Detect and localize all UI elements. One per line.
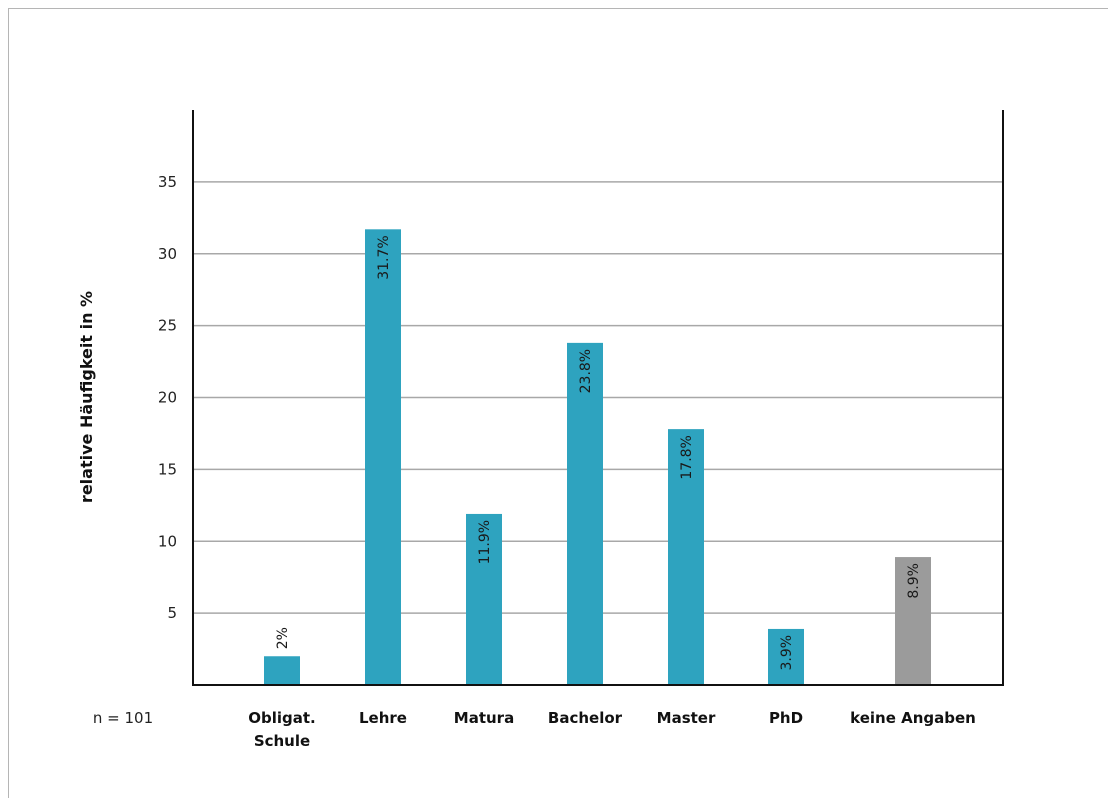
- data-label-4: 17.8%: [679, 435, 695, 479]
- x-tick-label-5: PhD: [769, 709, 803, 727]
- y-tick-label-15: 15: [158, 460, 177, 478]
- bar-5: [768, 628, 804, 685]
- x-tick-label-6: keine Angaben: [850, 709, 976, 727]
- bar-4: [668, 429, 704, 685]
- y-tick-label-5: 5: [167, 604, 177, 622]
- data-label-5: 3.9%: [779, 635, 795, 671]
- x-tick-label-0-0: Obligat.: [248, 709, 316, 727]
- y-axis-title: relative Häufigkeit in %: [77, 291, 96, 503]
- bar-6: [895, 557, 931, 685]
- x-tick-label-4: Master: [657, 709, 716, 727]
- bar-3: [567, 342, 603, 685]
- y-tick-label-10: 10: [158, 532, 177, 550]
- y-tick-label-30: 30: [158, 245, 177, 263]
- y-tick-label-25: 25: [158, 317, 177, 335]
- y-tick-label-35: 35: [158, 173, 177, 191]
- bar-2: [466, 513, 502, 685]
- data-label-1: 31.7%: [376, 235, 392, 279]
- x-tick-label-0-1: Schule: [254, 732, 310, 750]
- bar-1: [365, 229, 401, 685]
- bar-0: [264, 656, 300, 685]
- sample-size-note: n = 101: [93, 709, 153, 727]
- data-label-2: 11.9%: [477, 520, 493, 564]
- data-label-3: 23.8%: [578, 349, 594, 393]
- chart-frame: [8, 8, 1108, 798]
- x-tick-label-3: Bachelor: [548, 709, 623, 727]
- x-tick-label-2: Matura: [454, 709, 514, 727]
- x-tick-label-1: Lehre: [359, 709, 407, 727]
- data-label-0: 2%: [275, 627, 291, 649]
- data-label-6: 8.9%: [906, 563, 922, 599]
- y-tick-label-20: 20: [158, 389, 177, 407]
